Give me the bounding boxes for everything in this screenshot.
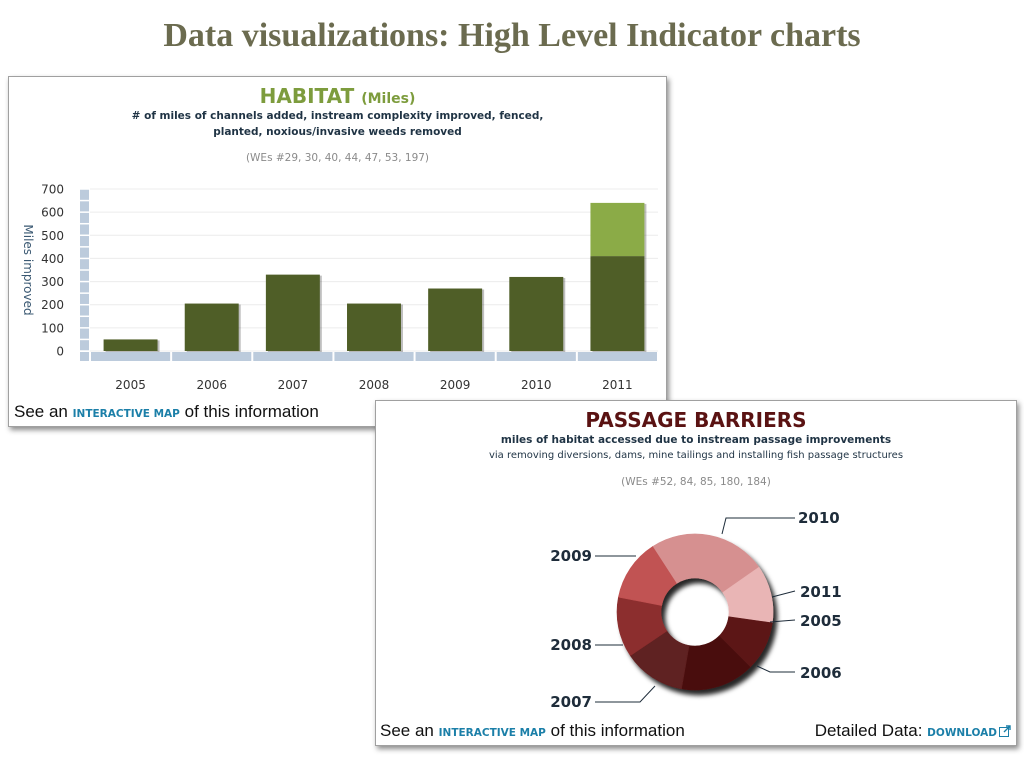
habitat-footer: See an INTERACTIVE MAP of this informati…	[14, 402, 319, 424]
x-tick-label: 2010	[521, 378, 552, 392]
y-axis-segment	[80, 224, 89, 235]
interactive-map-link[interactable]: INTERACTIVE MAP	[72, 408, 180, 420]
x-tick-label: 2009	[440, 378, 471, 392]
bar-2008-series-1	[347, 303, 401, 351]
passage-footer: See an INTERACTIVE MAP of this informati…	[380, 721, 685, 743]
habitat-chart-panel: 0 100 200 300 400 500 600 700 2005 2006 2007 2008 20…	[8, 76, 667, 427]
y-tick-label: 200	[41, 298, 64, 312]
tick-labels: 0 100 200 300 400 500 600 700 2005 2006 2007 2008 20…	[41, 183, 633, 393]
habitat-title-unit: (Miles)	[361, 91, 416, 107]
slice-label-2009: 2009	[550, 547, 592, 565]
habitat-subtitle-line-1: # of miles of channels added, instream c…	[131, 110, 544, 122]
slice-label-2010: 2010	[798, 509, 840, 527]
x-tick-label: 2008	[359, 378, 390, 392]
passage-barriers-chart-panel: 2010 2011 2005 2006 2007 2008 2009 PASSA…	[375, 400, 1017, 746]
donut-slice-2010	[652, 533, 760, 593]
slice-label-2007: 2007	[550, 693, 592, 711]
y-axis-segment	[80, 259, 89, 270]
footer-suffix: of this information	[550, 721, 685, 740]
y-tick-label: 300	[41, 275, 64, 289]
passage-donut-chart: 2010 2011 2005 2006 2007 2008 2009	[550, 509, 842, 711]
passage-title: PASSAGE BARRIERS	[585, 408, 807, 432]
habitat-title: HABITAT (Miles)	[9, 84, 666, 111]
x-axis-segment	[172, 352, 252, 361]
slice-label-2011: 2011	[800, 583, 842, 601]
bar-2010-series-1	[509, 276, 564, 351]
footer-suffix: of this information	[184, 402, 319, 421]
y-tick-label: 700	[41, 183, 64, 197]
slice-label-2008: 2008	[550, 636, 592, 654]
habitat-title-text: HABITAT	[259, 84, 355, 108]
download-link[interactable]: DOWNLOAD	[927, 727, 997, 739]
bar-2011-series-2	[590, 202, 645, 257]
footer-prefix: See an	[14, 402, 68, 421]
x-tick-label: 2011	[602, 378, 633, 392]
x-axis-segment	[253, 352, 333, 361]
habitat-subtitle-line-2: planted, noxious/invasive weeds removed	[213, 126, 462, 138]
y-axis-segment	[80, 340, 89, 351]
bar-2009-series-1	[428, 288, 483, 351]
y-tick-label: 0	[56, 345, 64, 359]
x-axis-segment	[415, 352, 495, 361]
leader-line-2006	[756, 665, 795, 673]
y-axis-segment	[80, 270, 89, 281]
bar-2005-series-1	[103, 339, 158, 351]
x-axis-segment	[577, 352, 657, 361]
y-tick-label: 100	[41, 321, 64, 335]
y-axis-segment	[80, 282, 89, 293]
x-axis-segment	[496, 352, 576, 361]
y-axis-segment	[80, 352, 89, 361]
leader-line-2011	[771, 590, 796, 598]
passage-subtitle-line-1: miles of habitat accessed due to instrea…	[500, 434, 892, 446]
x-tick-label: 2007	[278, 378, 309, 392]
external-link-icon[interactable]	[999, 725, 1011, 737]
donut-ring	[616, 533, 774, 691]
y-tick-label: 600	[41, 206, 64, 220]
y-axis-segment	[80, 189, 89, 200]
slide-title: Data visualizations: High Level Indicato…	[163, 17, 861, 54]
axes	[80, 189, 657, 361]
passage-subtitle-line-2: via removing diversions, dams, mine tail…	[488, 450, 904, 461]
slice-label-2005: 2005	[800, 612, 842, 630]
x-axis-segment	[334, 352, 414, 361]
y-axis-segment	[80, 317, 89, 328]
y-tick-label: 400	[41, 252, 64, 266]
interactive-map-link[interactable]: INTERACTIVE MAP	[438, 727, 546, 739]
bar-2006-series-1	[184, 303, 239, 351]
y-axis-segment	[80, 236, 89, 247]
detailed-data: Detailed Data: DOWNLOAD	[815, 721, 1011, 743]
y-axis-segment	[80, 293, 89, 304]
slice-label-2006: 2006	[800, 664, 842, 682]
y-axis-segment	[80, 201, 89, 212]
x-axis-segment	[91, 352, 171, 361]
y-axis-segment	[80, 247, 89, 258]
x-tick-label: 2005	[115, 378, 146, 392]
habitat-wes-note: (WEs #29, 30, 40, 44, 47, 53, 197)	[245, 152, 430, 164]
y-axis-segment	[80, 305, 89, 316]
bar-2007-series-1	[265, 274, 320, 351]
y-axis-segment	[80, 212, 89, 223]
y-axis-label: Miles improved	[21, 224, 35, 315]
y-axis-segment	[80, 328, 89, 339]
detailed-data-label: Detailed Data:	[814, 721, 923, 740]
donut-slice-2009	[618, 546, 677, 606]
footer-prefix: See an	[380, 721, 434, 740]
habitat-bar-chart: 0 100 200 300 400 500 600 700 2005 2006 2007 2008 20…	[21, 183, 658, 393]
passage-wes-note: (WEs #52, 84, 85, 180, 184)	[621, 476, 771, 488]
x-tick-label: 2006	[196, 378, 227, 392]
leader-line-2007	[595, 685, 656, 703]
bar-2011-series-1	[590, 256, 645, 351]
leader-line-2010	[721, 517, 795, 535]
y-tick-label: 500	[41, 229, 64, 243]
leader-line-2005	[769, 619, 796, 623]
bars	[103, 202, 647, 352]
